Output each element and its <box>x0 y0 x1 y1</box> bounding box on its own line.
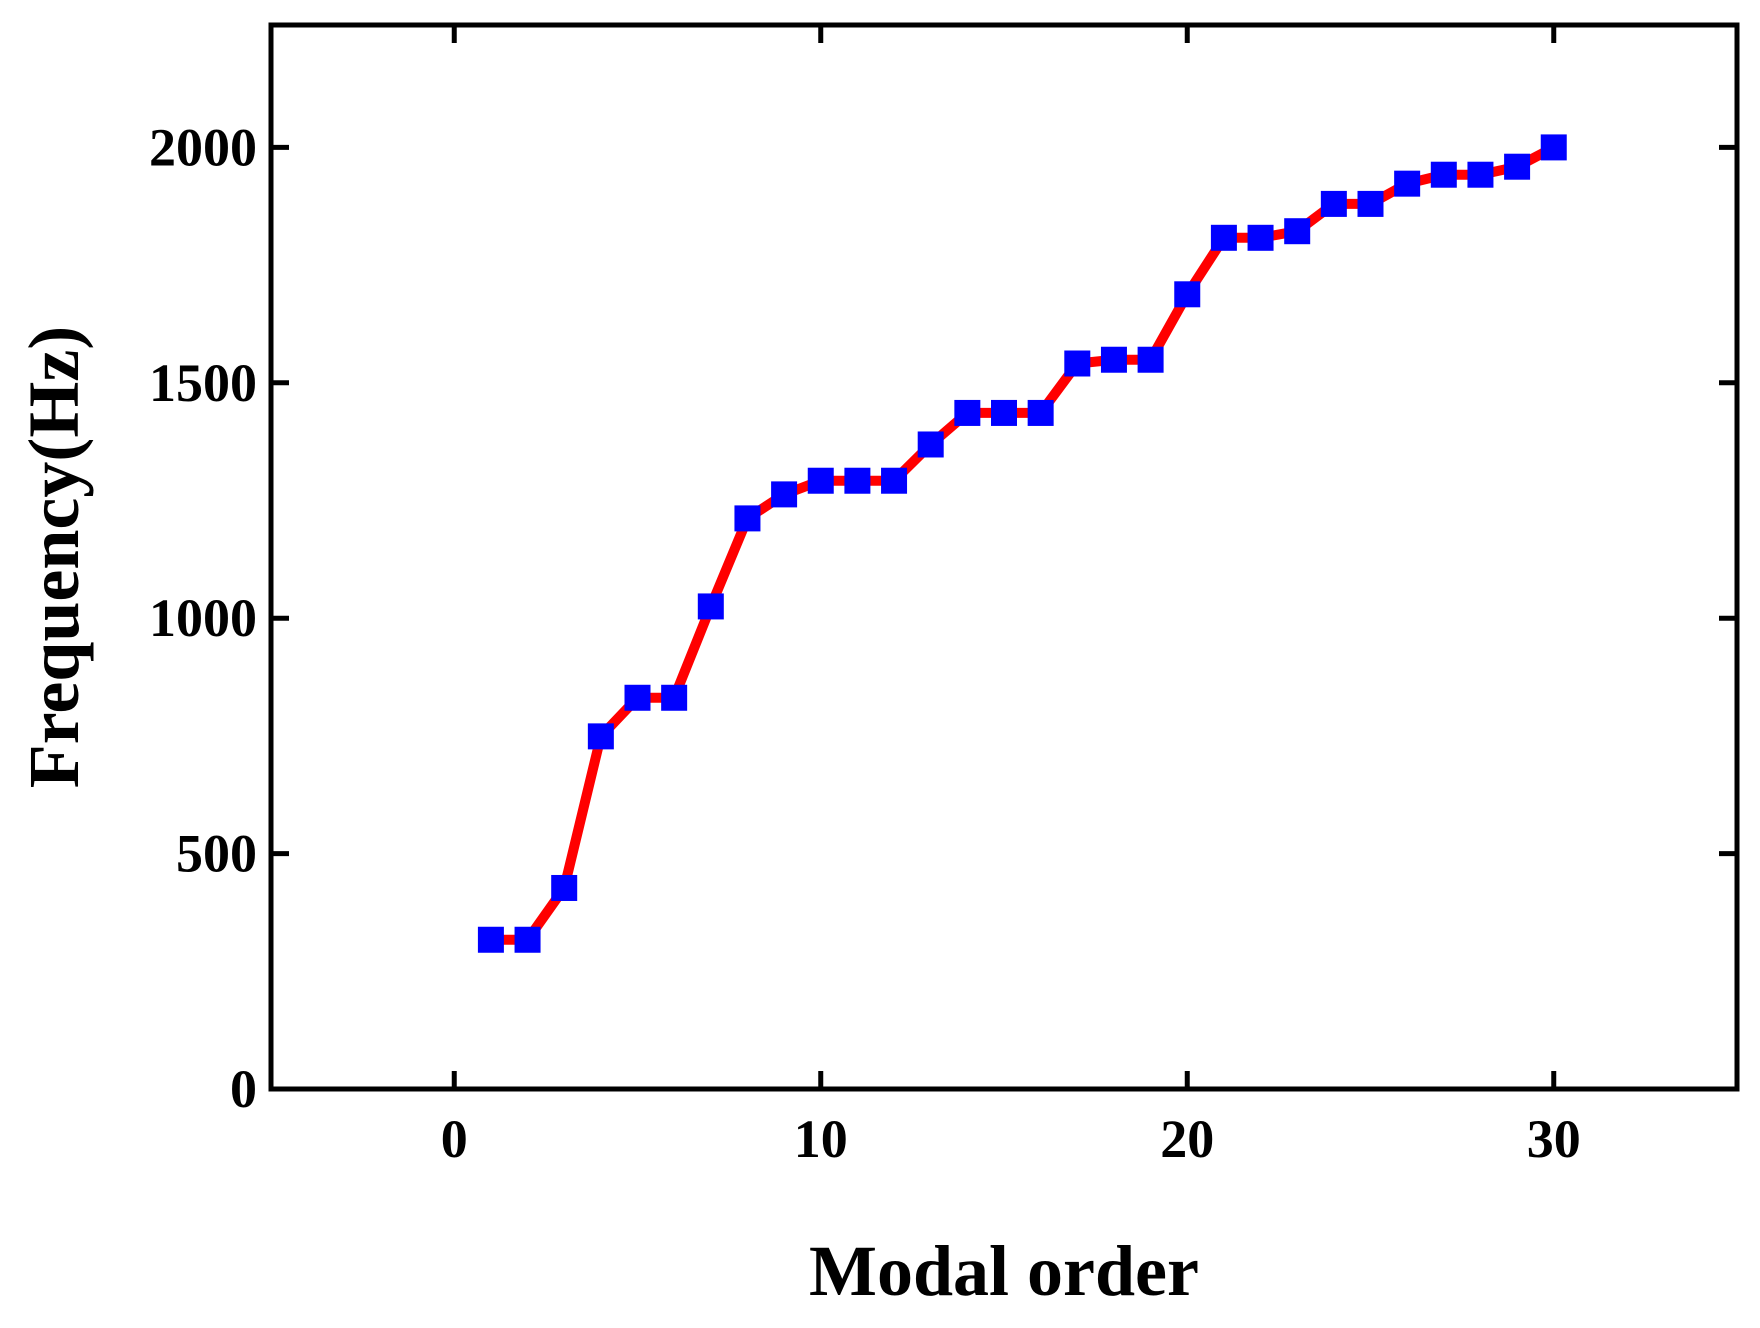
point-marker <box>844 467 871 494</box>
point-marker <box>771 481 798 508</box>
point-marker <box>1357 190 1384 217</box>
y-tick-label: 1500 <box>149 353 257 413</box>
point-marker <box>1247 224 1274 251</box>
point-marker <box>1210 224 1237 251</box>
y-tick-label: 1000 <box>149 588 257 648</box>
y-tick-label: 0 <box>230 1059 257 1119</box>
x-tick-label: 30 <box>1527 1109 1581 1169</box>
x-tick-label: 0 <box>441 1109 468 1169</box>
x-tick-label: 20 <box>1160 1109 1214 1169</box>
point-marker <box>734 505 761 532</box>
point-marker <box>1284 218 1311 245</box>
point-marker <box>1174 281 1201 308</box>
point-marker <box>881 467 908 494</box>
point-marker <box>807 467 834 494</box>
point-marker <box>1394 170 1421 197</box>
x-axis-title: Modal order <box>809 1231 1199 1311</box>
point-marker <box>697 593 724 620</box>
point-marker <box>954 399 981 426</box>
point-marker <box>1430 161 1457 188</box>
y-tick-label: 2000 <box>149 117 257 177</box>
point-marker <box>551 874 578 901</box>
point-marker <box>624 684 651 711</box>
y-axis-title: Frequency(Hz) <box>14 326 94 789</box>
point-marker <box>1137 346 1164 373</box>
y-tick-label: 500 <box>176 824 257 884</box>
plot-frame <box>268 22 1740 1092</box>
x-tick-label: 10 <box>794 1109 848 1169</box>
point-marker <box>1467 161 1494 188</box>
point-marker <box>917 431 944 458</box>
point-marker <box>1320 190 1347 217</box>
point-marker <box>991 399 1017 426</box>
series-line <box>490 142 1557 945</box>
point-marker <box>1100 346 1127 373</box>
point-marker <box>1540 134 1567 161</box>
point-marker <box>587 723 614 750</box>
point-marker <box>1064 350 1091 377</box>
point-marker <box>1504 153 1531 180</box>
point-marker <box>514 926 541 953</box>
point-marker <box>661 684 688 711</box>
point-marker <box>477 926 504 953</box>
point-marker <box>1027 399 1054 426</box>
